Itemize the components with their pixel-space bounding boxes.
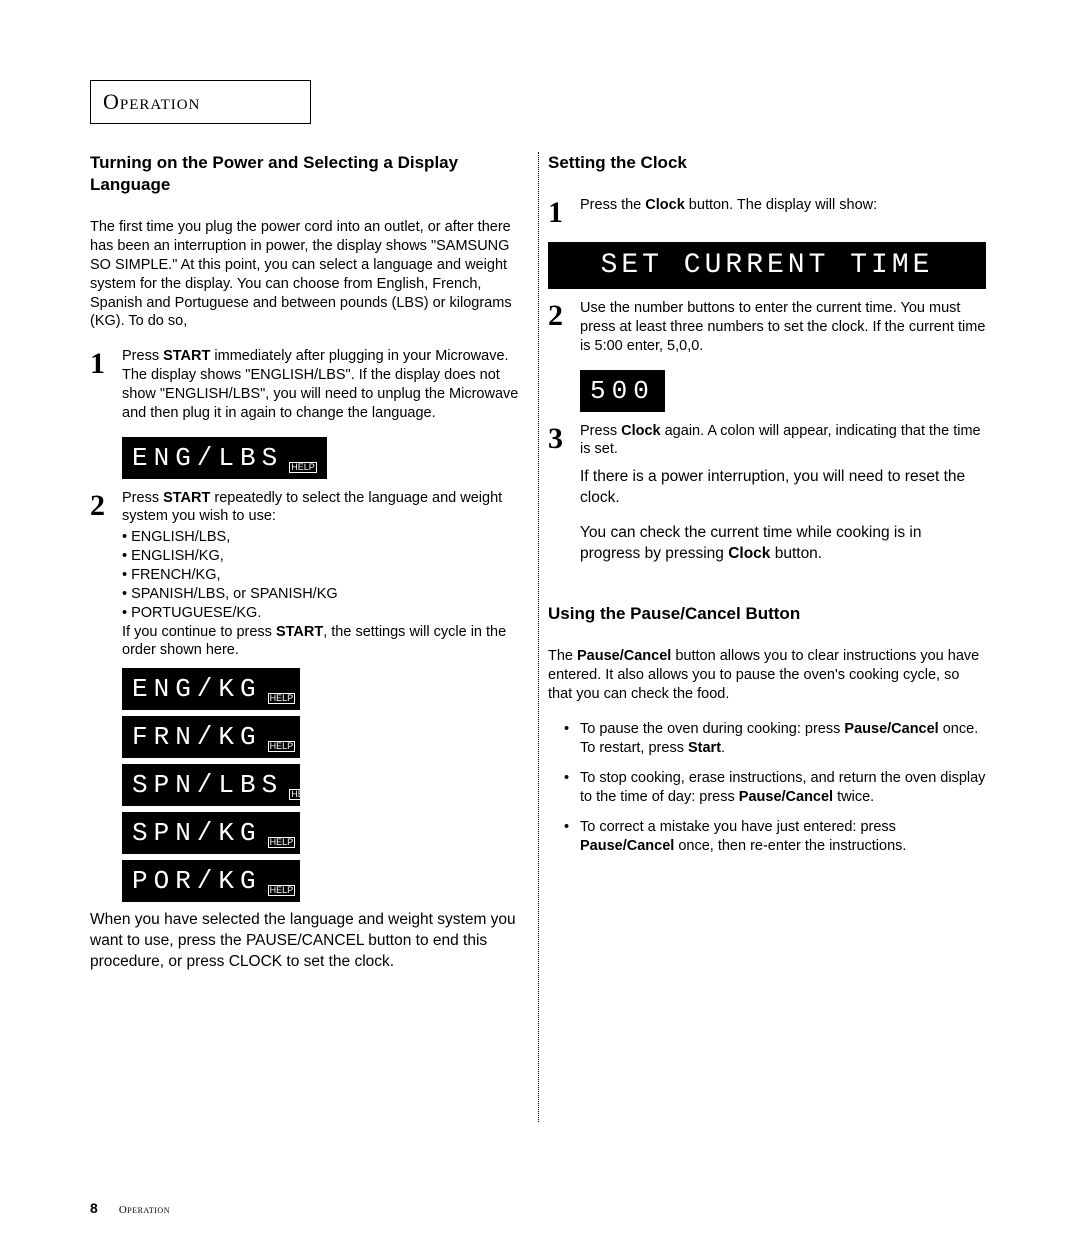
left-intro: The first time you plug the power cord i… [90,218,528,331]
lcd-text: 500 [590,376,655,406]
right-heading-2: Using the Pause/Cancel Button [548,603,986,625]
lcd-text: ENG/LBS [132,443,283,473]
option-line: • ENGLISH/LBS, [122,528,528,547]
help-icon: HELP [268,741,296,752]
option-line: • FRENCH/KG, [122,566,528,585]
bullet-item: To correct a mistake you have just enter… [564,818,986,857]
section-title: Operation [103,89,200,114]
bullet-list: To pause the oven during cooking: press … [548,720,986,857]
help-icon: HELP [289,462,317,473]
right-step-2: 2 Use the number buttons to enter the cu… [548,299,986,356]
option-line: • PORTUGUESE/KG. [122,604,528,623]
note-para: You can check the current time while coo… [580,523,986,565]
step-number: 1 [548,196,580,228]
column-divider [538,152,539,1122]
left-heading: Turning on the Power and Selecting a Dis… [90,152,528,196]
lcd-text: SET CURRENT TIME [601,250,934,281]
note-para: If there is a power interruption, you wi… [580,467,986,509]
bullet-item: To stop cooking, erase instructions, and… [564,769,986,808]
right-step-3: 3 Press Clock again. A colon will appear… [548,422,986,460]
left-column: Turning on the Power and Selecting a Dis… [90,152,528,987]
option-line: • ENGLISH/KG, [122,547,528,566]
left-step-1: 1 Press START immediately after plugging… [90,347,528,422]
right-heading-1: Setting the Clock [548,152,986,174]
right-step-1: 1 Press the Clock button. The display wi… [548,196,986,228]
step-number: 3 [548,422,580,454]
step-number: 1 [90,347,122,379]
page-number: 8 [90,1200,98,1216]
lcd-display: ENG/LBS HELP [122,437,327,479]
option-line: • SPANISH/LBS, or SPANISH/KG [122,585,528,604]
right-column: Setting the Clock 1 Press the Clock butt… [548,152,986,987]
step-body: Press Clock again. A colon will appear, … [580,422,986,460]
bullet-item: To pause the oven during cooking: press … [564,720,986,759]
lcd-display: SPN/LBSHELP [122,764,300,806]
lcd-display: ENG/KGHELP [122,668,300,710]
pause-cancel-intro: The Pause/Cancel button allows you to cl… [548,647,986,704]
step-body: Press the Clock button. The display will… [580,196,986,215]
footer-label: Operation [119,1204,170,1216]
step-body: Use the number buttons to enter the curr… [580,299,986,356]
step-number: 2 [90,489,122,521]
lcd-display: FRN/KGHELP [122,716,300,758]
lcd-display: SPN/KGHELP [122,812,300,854]
page-footer: 8 Operation [90,1200,170,1216]
step-body: Press START immediately after plugging i… [122,347,528,422]
lcd-display-wide: SET CURRENT TIME [548,242,986,289]
help-icon: HELP [268,885,296,896]
help-icon: HELP [268,693,296,704]
lcd-display: POR/KGHELP [122,860,300,902]
lcd-display: 500 [580,370,665,412]
left-step-2: 2 Press START repeatedly to select the l… [90,489,528,661]
help-icon: HELP [268,837,296,848]
section-header: Operation [90,80,311,124]
step-number: 2 [548,299,580,331]
help-icon: HELP [289,789,317,800]
left-closing: When you have selected the language and … [90,910,528,973]
lcd-stack: ENG/KGHELP FRN/KGHELP SPN/LBSHELP SPN/KG… [122,668,528,902]
step-body: Press START repeatedly to select the lan… [122,489,528,661]
